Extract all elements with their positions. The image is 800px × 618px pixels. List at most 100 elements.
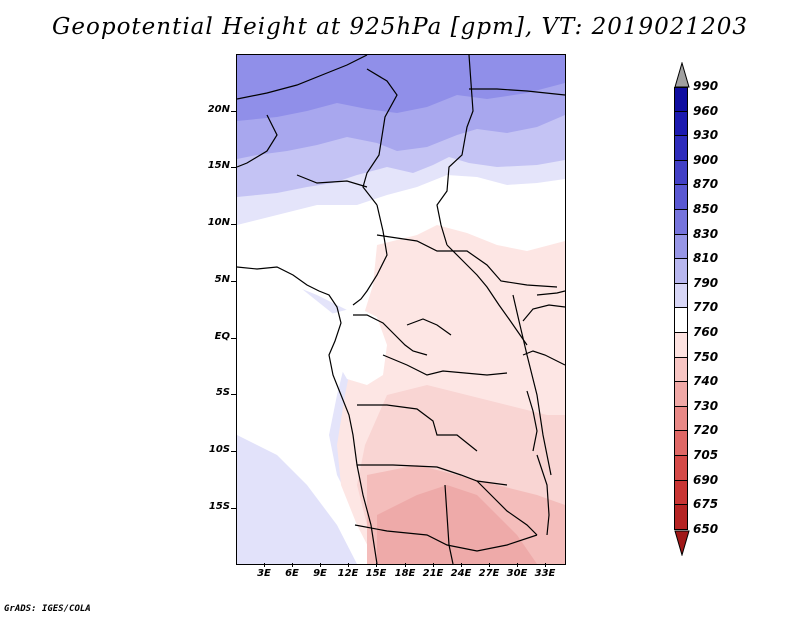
lat-label: 5S xyxy=(215,387,230,398)
lon-label: 18E xyxy=(394,568,416,579)
colorbar-label: 770 xyxy=(693,300,719,315)
colorbar-segment xyxy=(674,136,688,161)
colorbar-segment xyxy=(674,431,688,456)
border-namibia xyxy=(354,524,538,552)
lat-label: 5N xyxy=(214,274,230,285)
chart-title: Geopotential Height at 925hPa [gpm], VT:… xyxy=(52,14,748,40)
border-gabon-congo xyxy=(353,314,428,356)
colorbar-bottom-arrow xyxy=(674,530,690,556)
lon-tick xyxy=(348,563,349,567)
border-libya-sudan xyxy=(469,88,565,96)
colorbar-label: 650 xyxy=(693,521,719,536)
colorbar-segment xyxy=(674,111,688,137)
border-nigeria-north xyxy=(296,174,368,188)
colorbar-label: 675 xyxy=(693,497,719,512)
colorbar-label: 870 xyxy=(693,177,719,192)
field-735 xyxy=(377,485,537,564)
border-east-1 xyxy=(522,350,565,366)
lon-label: 6E xyxy=(285,568,299,579)
colorbar-segment xyxy=(674,87,688,112)
colorbar-label: 720 xyxy=(693,423,719,438)
colorbar-top-arrow xyxy=(674,62,690,88)
lat-label: 10N xyxy=(207,217,230,228)
colorbar-segment xyxy=(674,234,688,260)
colorbar-label: 930 xyxy=(693,128,719,143)
lon-tick xyxy=(320,563,321,567)
lat-label: EQ xyxy=(214,331,230,342)
lat-label: 20N xyxy=(207,104,230,115)
lon-label: 12E xyxy=(337,568,359,579)
colorbar-segment xyxy=(674,160,688,186)
border-chad-sudan xyxy=(436,55,474,246)
border-angola-zambia xyxy=(357,464,508,486)
field-760-congo xyxy=(327,307,387,385)
colorbar-label: 850 xyxy=(693,202,719,216)
lake-malawi xyxy=(536,454,550,536)
colorbar-label: 730 xyxy=(693,398,719,413)
lat-tick xyxy=(231,451,236,452)
colorbar-label: 705 xyxy=(693,448,719,462)
footer-credit: GrADS: IGES/COLA xyxy=(4,604,91,614)
lon-label: 27E xyxy=(478,568,500,579)
lat-tick xyxy=(231,338,236,339)
lon-label: 3E xyxy=(257,568,271,579)
colorbar-label: 750 xyxy=(693,349,719,364)
lon-tick xyxy=(545,563,546,567)
lat-tick xyxy=(231,281,236,282)
lon-label: 33E xyxy=(534,568,556,579)
lat-label: 15N xyxy=(207,160,230,171)
colorbar-segment xyxy=(674,455,688,481)
border-east-3 xyxy=(536,290,565,296)
border-car-south xyxy=(376,234,558,288)
border-zambia-zimbabwe xyxy=(476,480,538,536)
lon-tick xyxy=(517,563,518,567)
border-angola-north xyxy=(357,404,478,452)
map-panel xyxy=(236,54,566,565)
border-east-2 xyxy=(522,304,565,322)
border-north-west xyxy=(237,114,278,168)
border-botswana xyxy=(444,484,454,564)
lon-label: 15E xyxy=(365,568,387,579)
colorbar-label: 990 xyxy=(693,79,719,93)
field-770-sw xyxy=(237,435,357,564)
border-rift xyxy=(512,294,552,476)
colorbar-segment xyxy=(674,480,688,506)
map-canvas xyxy=(237,55,565,564)
colorbar-label: 960 xyxy=(693,103,719,118)
lat-tick xyxy=(231,394,236,395)
border-mali-niger xyxy=(237,55,368,100)
lon-tick xyxy=(292,563,293,567)
lake-drc xyxy=(406,318,452,336)
lat-tick xyxy=(231,224,236,225)
colorbar-segment xyxy=(674,283,688,309)
colorbar-segment xyxy=(674,505,688,530)
colorbar-segment xyxy=(674,259,688,284)
border-congo-drc xyxy=(382,354,508,376)
lon-label: 30E xyxy=(506,568,528,579)
lon-label: 24E xyxy=(450,568,472,579)
colorbar-segment xyxy=(674,185,688,210)
lat-tick xyxy=(231,167,236,168)
colorbar-segment xyxy=(674,382,688,407)
colorbar-segment xyxy=(674,406,688,432)
colorbar-label: 790 xyxy=(693,275,719,290)
lat-tick xyxy=(231,111,236,112)
lon-tick xyxy=(405,563,406,567)
colorbar-segment xyxy=(674,357,688,383)
colorbar-label: 760 xyxy=(693,325,719,339)
colorbar-label: 810 xyxy=(693,251,719,266)
border-sudan-ss xyxy=(446,244,528,346)
border-niger-chad xyxy=(362,68,398,206)
lat-label: 10S xyxy=(208,444,230,455)
lon-label: 21E xyxy=(422,568,444,579)
lon-label: 9E xyxy=(313,568,327,579)
lon-tick xyxy=(376,563,377,567)
borders xyxy=(237,55,565,564)
colorbar-label: 900 xyxy=(693,152,719,167)
border-nigeria-cameroon xyxy=(352,204,388,306)
field-810 xyxy=(237,55,565,121)
colorbar-label: 740 xyxy=(693,374,719,389)
colorbar-segment xyxy=(674,332,688,358)
colorbar-label: 690 xyxy=(693,472,719,487)
lat-label: 15S xyxy=(208,501,230,512)
